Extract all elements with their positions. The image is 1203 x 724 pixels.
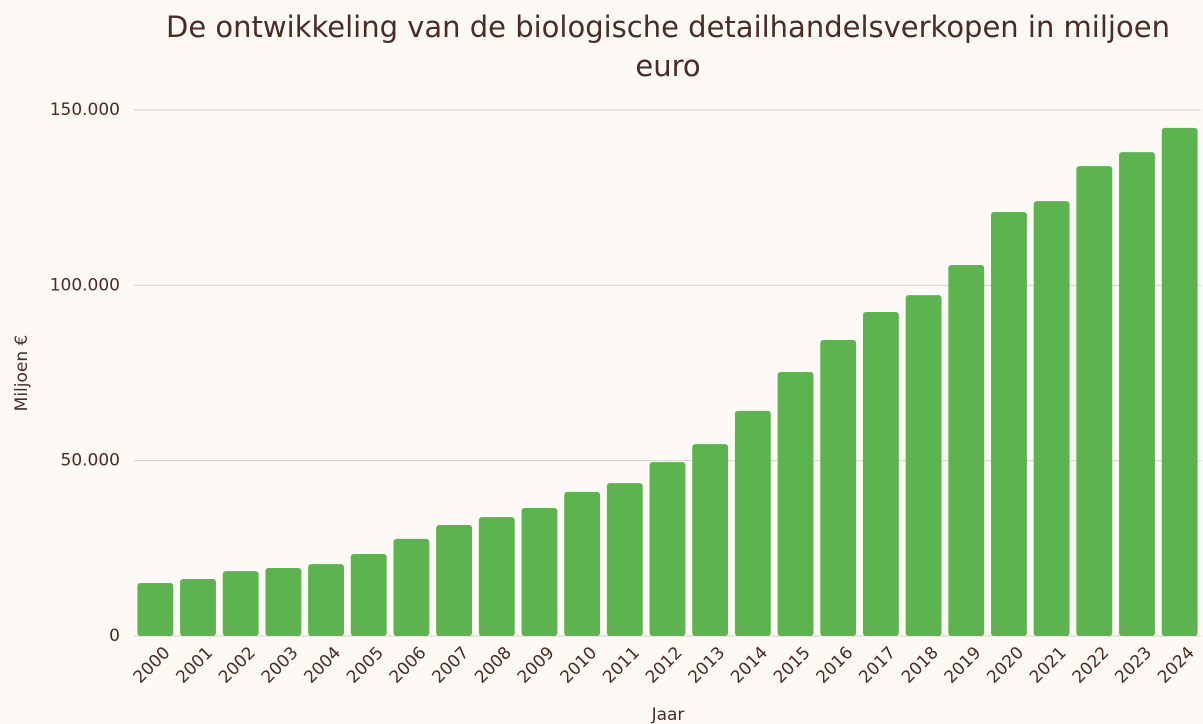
y-tick-label: 0 bbox=[109, 626, 120, 646]
x-tick-label: 2004 bbox=[300, 643, 345, 688]
x-axis-label: Jaar bbox=[651, 705, 685, 724]
x-tick-label: 2003 bbox=[258, 643, 303, 688]
bar bbox=[564, 491, 601, 636]
x-tick-label: 2010 bbox=[556, 643, 601, 688]
bar bbox=[649, 462, 686, 636]
bar bbox=[606, 483, 643, 636]
x-tick-label: 2024 bbox=[1154, 643, 1199, 688]
y-axis-label: Miljoen € bbox=[12, 335, 32, 412]
bar bbox=[350, 553, 387, 636]
x-tick-label: 2007 bbox=[428, 643, 473, 688]
x-tick-label: 2017 bbox=[855, 643, 900, 688]
y-tick-label: 150.000 bbox=[50, 100, 120, 120]
bar bbox=[991, 212, 1027, 636]
x-tick-label: 2011 bbox=[599, 643, 644, 688]
x-tick-label: 2016 bbox=[813, 643, 858, 688]
x-tick-label: 2019 bbox=[941, 643, 986, 688]
bar bbox=[478, 517, 515, 636]
bar bbox=[1119, 152, 1155, 636]
bar bbox=[905, 295, 942, 636]
chart-title: De ontwikkeling van de biologische detai… bbox=[166, 10, 1170, 83]
bar bbox=[436, 525, 473, 636]
x-tick-label: 2015 bbox=[770, 643, 815, 688]
bar bbox=[1033, 201, 1070, 636]
x-tick-label: 2001 bbox=[172, 643, 217, 688]
bar bbox=[820, 340, 857, 636]
bar bbox=[308, 564, 344, 636]
bar bbox=[734, 410, 771, 636]
x-tick-label: 2020 bbox=[983, 643, 1028, 688]
y-tick-label: 100.000 bbox=[50, 275, 120, 295]
x-tick-label: 2000 bbox=[130, 643, 175, 688]
bar bbox=[222, 571, 259, 636]
x-tick-label: 2008 bbox=[471, 643, 516, 688]
x-tick-label: 2021 bbox=[1026, 643, 1071, 688]
bar bbox=[862, 311, 899, 636]
y-tick-label: 50.000 bbox=[61, 451, 120, 471]
bar bbox=[692, 444, 729, 636]
x-tick-label: 2014 bbox=[727, 643, 772, 688]
x-tick-label: 2002 bbox=[215, 643, 260, 688]
bar bbox=[137, 583, 174, 636]
x-tick-label: 2023 bbox=[1111, 643, 1156, 688]
bar bbox=[777, 371, 814, 636]
bar bbox=[1161, 127, 1198, 636]
x-tick-label: 2013 bbox=[685, 643, 730, 688]
bar bbox=[180, 579, 216, 636]
bar bbox=[393, 538, 430, 636]
bar bbox=[265, 567, 302, 636]
bar bbox=[521, 508, 558, 636]
x-tick-label: 2009 bbox=[514, 643, 559, 688]
x-tick-label: 2012 bbox=[642, 643, 687, 688]
x-tick-label: 2005 bbox=[343, 643, 388, 688]
x-tick-label: 2022 bbox=[1069, 643, 1114, 688]
bar bbox=[1076, 166, 1113, 636]
x-tick-label: 2018 bbox=[898, 643, 943, 688]
bar bbox=[948, 264, 985, 636]
x-tick-label: 2006 bbox=[386, 643, 431, 688]
